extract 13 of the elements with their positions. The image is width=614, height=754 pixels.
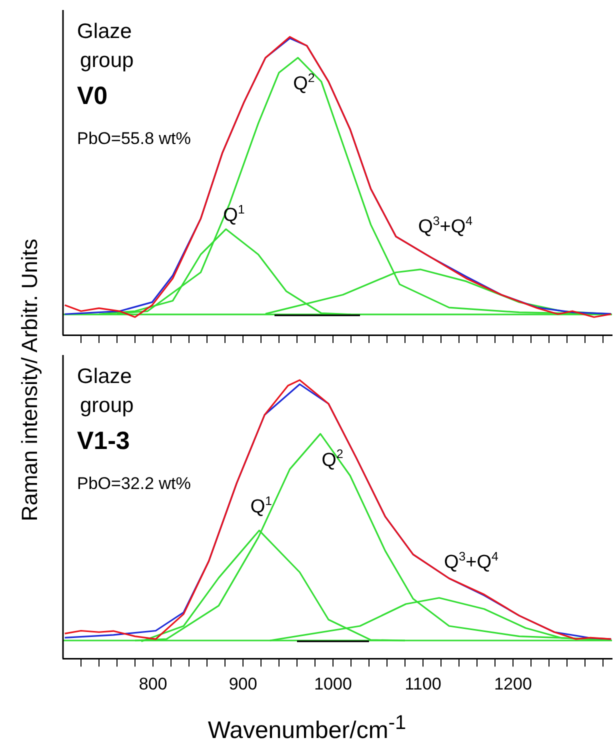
x-tick-label: 1000 xyxy=(314,674,352,694)
x-tick-label: 900 xyxy=(228,674,258,694)
x-tick-label: 1100 xyxy=(404,674,442,694)
annotation: Glaze group xyxy=(77,20,134,72)
annotation: PbO=55.8 wt% xyxy=(77,129,191,148)
x-tick-label: 1200 xyxy=(494,674,532,694)
annotation: PbO=32.2 wt% xyxy=(77,474,191,493)
annotation: V0 xyxy=(77,82,108,110)
x-tick-label: 800 xyxy=(138,674,168,694)
y-axis-title: Raman intensity/ Arbitr. Units xyxy=(17,238,43,522)
x-axis-title: Wavenumber/cm$^{-1}$ xyxy=(206,712,408,745)
annotation: V1-3 xyxy=(77,427,130,455)
annotation: Glaze group xyxy=(77,365,134,417)
